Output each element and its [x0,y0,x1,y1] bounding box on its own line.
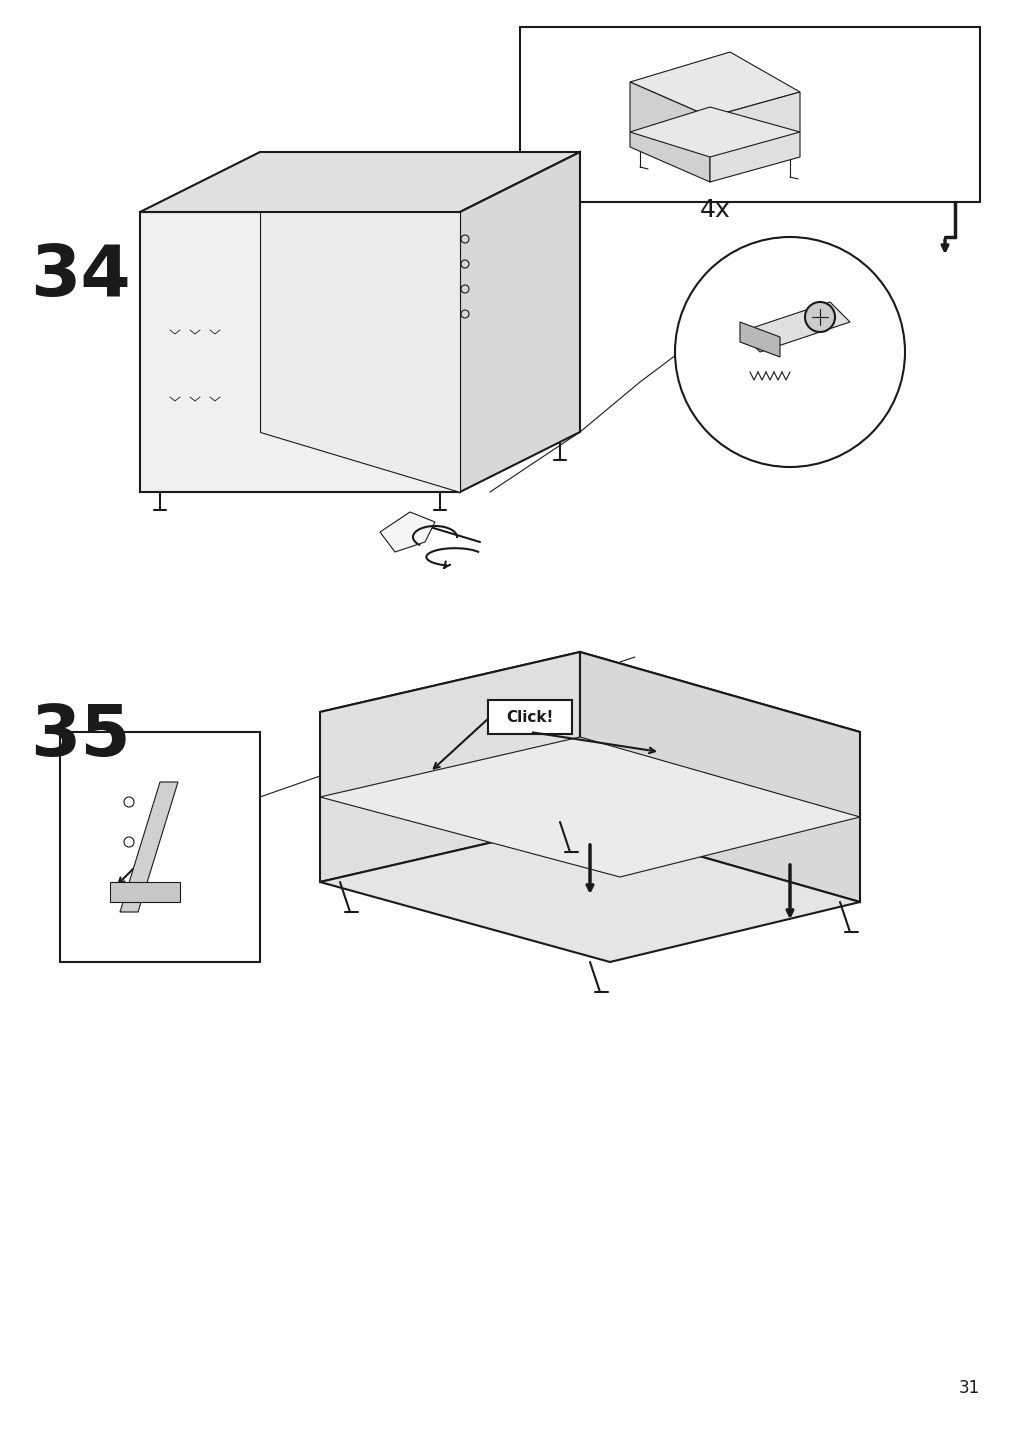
Circle shape [674,238,904,467]
Polygon shape [630,52,800,117]
Text: Click!: Click! [506,709,553,725]
Text: 34: 34 [30,242,130,311]
FancyBboxPatch shape [487,700,571,735]
Polygon shape [140,212,460,493]
Polygon shape [710,92,800,182]
Polygon shape [319,737,859,876]
Polygon shape [579,652,859,902]
Bar [520,27,979,202]
Polygon shape [460,152,579,493]
Polygon shape [319,652,859,792]
Polygon shape [739,322,779,357]
Polygon shape [630,107,800,158]
Polygon shape [379,513,435,551]
Polygon shape [319,652,579,882]
Polygon shape [120,782,178,912]
Circle shape [804,302,834,332]
Polygon shape [140,152,579,212]
Circle shape [124,798,133,808]
Polygon shape [260,212,460,493]
Text: 35: 35 [30,702,130,770]
Text: 4x: 4x [700,198,730,222]
Text: 31: 31 [957,1379,979,1398]
Circle shape [124,836,133,846]
Polygon shape [739,302,849,352]
Polygon shape [110,882,180,902]
Bar [60,732,260,962]
Polygon shape [630,82,710,182]
Polygon shape [319,822,859,962]
